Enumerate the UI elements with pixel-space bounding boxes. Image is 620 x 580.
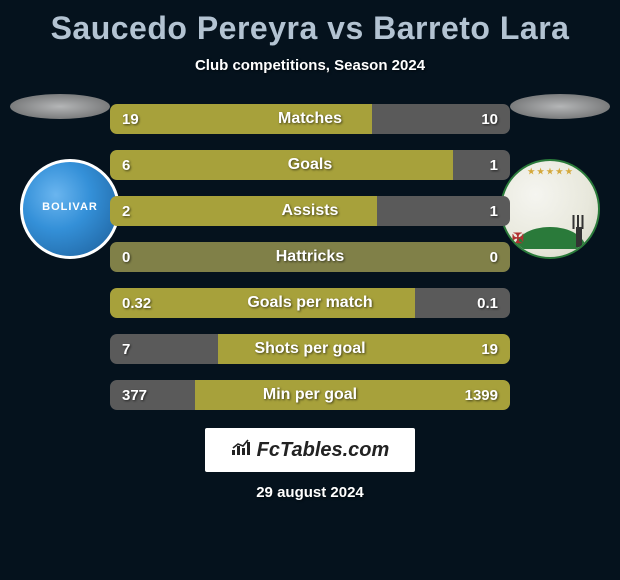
team-badge-left: BOLIVAR <box>20 159 120 259</box>
oriente-cross-icon: ✠ <box>512 230 524 247</box>
stat-value-right: 1 <box>490 150 498 180</box>
stat-value-left: 377 <box>122 380 147 410</box>
page-title: Saucedo Pereyra vs Barreto Lara <box>0 0 620 47</box>
stat-value-right: 0.1 <box>477 288 498 318</box>
badge-shadow-left <box>10 94 110 119</box>
stat-value-right: 0 <box>490 242 498 272</box>
stat-value-left: 2 <box>122 196 130 226</box>
bolivar-badge: BOLIVAR <box>20 159 120 259</box>
oriente-tower-icon <box>570 215 588 247</box>
stat-label: Assists <box>110 196 510 226</box>
stat-value-left: 0.32 <box>122 288 151 318</box>
stat-value-left: 6 <box>122 150 130 180</box>
stat-label: Matches <box>110 104 510 134</box>
oriente-stars-icon: ★ ★ ★ ★ ★ <box>502 167 598 176</box>
stat-row: Assists2 1 <box>110 196 510 226</box>
oriente-badge: ★ ★ ★ ★ ★ ✠ <box>500 159 600 259</box>
stat-label: Hattricks <box>110 242 510 272</box>
brand-box: FcTables.com <box>205 428 416 472</box>
stat-label: Shots per goal <box>110 334 510 364</box>
content-area: BOLIVAR ★ ★ ★ ★ ★ ✠ Matches1910Goals61As… <box>0 104 620 410</box>
stat-row: Shots per goal7 19 <box>110 334 510 364</box>
stat-row: Goals per match0.32 0.1 <box>110 288 510 318</box>
footer-date: 29 august 2024 <box>0 484 620 501</box>
stat-label: Min per goal <box>110 380 510 410</box>
stats-list: Matches1910Goals61Assists21Hattricks00Go… <box>110 104 510 410</box>
stat-row: Min per goal377 1399 <box>110 380 510 410</box>
team-badge-right: ★ ★ ★ ★ ★ ✠ <box>500 159 600 259</box>
page-subtitle: Club competitions, Season 2024 <box>0 57 620 74</box>
stat-value-right: 1399 <box>465 380 498 410</box>
stat-value-left: 7 <box>122 334 130 364</box>
stat-row: Hattricks0 0 <box>110 242 510 272</box>
brand-text: FcTables.com <box>257 439 390 462</box>
brand-chart-icon <box>231 438 253 462</box>
stat-row: Goals6 1 <box>110 150 510 180</box>
brand-label: FcTables.com <box>231 438 390 462</box>
stat-label: Goals per match <box>110 288 510 318</box>
stat-value-right: 19 <box>481 334 498 364</box>
stat-row: Matches19 10 <box>110 104 510 134</box>
bolivar-badge-text: BOLIVAR <box>42 201 98 213</box>
footer: FcTables.com 29 august 2024 <box>0 428 620 501</box>
stat-value-right: 1 <box>490 196 498 226</box>
oriente-inner: ✠ <box>512 189 588 247</box>
stat-value-right: 10 <box>481 104 498 134</box>
stat-value-left: 19 <box>122 104 139 134</box>
stat-label: Goals <box>110 150 510 180</box>
badge-shadow-right <box>510 94 610 119</box>
stat-value-left: 0 <box>122 242 130 272</box>
